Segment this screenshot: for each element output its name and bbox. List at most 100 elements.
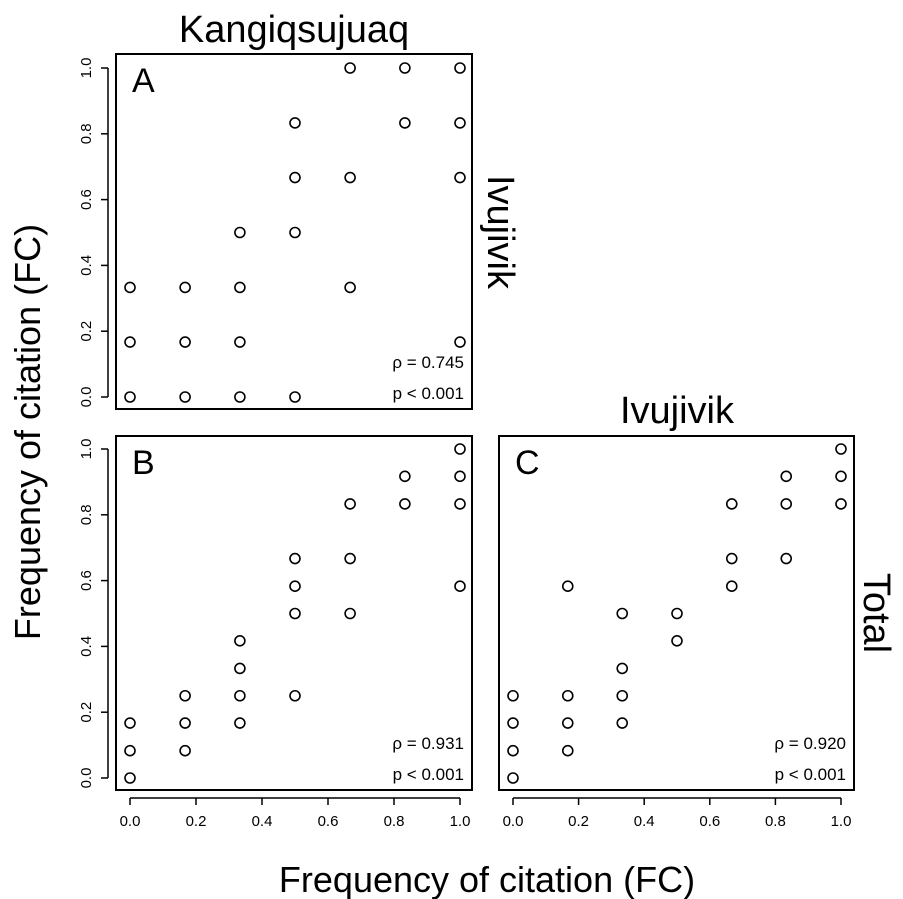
panel-c-side-label: Total [855,573,897,653]
panel-b-p-value: p < 0.001 [393,765,464,784]
panel-c-x-tick-label: 0.2 [568,813,589,830]
panel-a-point [344,62,356,74]
panel-c-x-tick-label: 0.0 [503,813,524,830]
panel-b-point [399,498,411,510]
panel-c-point [561,744,574,757]
panel-c-point [671,635,683,647]
panel-a-point [234,226,246,239]
panel-b-point [344,607,356,620]
panel-a-point [344,281,356,294]
panel-b-y-tick-label: 1.0 [78,439,95,460]
panel-c-point [780,470,793,483]
panel-b-point [454,498,466,510]
panel-a-point [399,117,411,129]
panel-c-point [616,717,629,729]
panel-c-point [725,552,738,565]
panel-c-point [835,498,847,510]
panel-c-point [561,717,574,729]
panel-b-x-tick-label: 1.0 [450,813,471,830]
panel-c-rho: ρ = 0.920 [774,734,846,753]
panel-a-point [344,171,356,184]
panel-b-point [289,552,301,565]
panel-b-point [344,552,356,565]
panel-a-rho: ρ = 0.745 [392,353,464,372]
panel-c-point [671,607,683,620]
panel-c-point [507,717,519,729]
panel-b-point [399,470,411,483]
panel-c-p-value: p < 0.001 [775,765,846,784]
panel-b-y-tick-label: 0.8 [78,504,95,525]
panel-b-point [289,580,301,592]
panel-c-frame [498,435,855,791]
panel-c-point [561,689,574,702]
panel-a-point [399,62,411,74]
panel-a-y-tick-label: 0.0 [78,387,95,408]
panel-c-point [835,470,847,483]
panel-a-side-label: Ivujivik [479,175,521,290]
panel-c-x-tick-label: 0.6 [699,813,720,830]
panel-a-letter: A [132,62,155,100]
panel-b-frame [115,435,473,791]
panel-a-y-tick-label: 0.6 [78,189,95,210]
panel-a-point [454,336,466,348]
panel-b-x-tick-label: 0.2 [186,813,207,830]
panel-c-letter: C [515,444,540,482]
panel-a-point [234,336,246,348]
panel-b-y-tick-label: 0.2 [78,702,95,723]
panel-a-point [454,117,466,129]
panel-a-point [289,226,301,239]
panel-c-title: Ivujivik [620,390,735,432]
panel-b-point [234,689,246,702]
panel-a-point [289,391,301,403]
panel-c-point [616,689,629,702]
panel-c-x-tick-label: 1.0 [831,813,852,830]
panel-b-point [289,607,301,620]
panel-c: 0.0 0.2 0.4 0.6 0.8 1.0 Cρ = 0.920 p < 0.001 Ivu… [498,390,897,830]
panel-a-point [454,62,466,74]
panel-b-point [344,498,356,510]
panel-c-point [835,443,847,455]
figure-y-axis-title: Frequency of citation (FC) [7,224,48,640]
panel-b-point [289,689,301,702]
panel-c-point [616,607,629,620]
panel-b-point [179,744,191,757]
panel-a-y-tick-label: 0.2 [78,321,95,342]
panel-a-point [124,281,136,294]
panel-b-x-tick-label: 0.6 [318,813,339,830]
panel-c-point [561,580,574,592]
panel-a-point [454,171,466,184]
panel-c-point [616,662,629,675]
panel-c-point [780,498,793,510]
figure-x-axis-title: Frequency of citation (FC) [279,859,695,899]
panel-b-y-tick-label: 0.6 [78,570,95,591]
panel-a-point [179,391,191,403]
panel-a-y-tick-label: 0.8 [78,123,95,144]
panel-a-point [124,391,136,403]
panel-b-x-tick-label: 0.0 [120,813,141,830]
panel-a-title: Kangiqsujuaq [179,9,409,51]
panel-c-x-tick-label: 0.8 [765,813,786,830]
panel-b-point [454,580,466,592]
panel-a-y-tick-label: 0.4 [78,255,95,276]
panel-c-point [780,552,793,565]
panel-a-y-tick-label: 1.0 [78,58,95,79]
panel-c-point [725,580,738,592]
panel-b-y-tick-label: 0.0 [78,768,95,789]
panel-a-point [234,281,246,294]
panel-b-point [234,662,246,675]
panel-b-letter: B [132,444,155,482]
panel-c-point [507,744,519,757]
panel-b-point [124,717,136,729]
panel-a-point [124,336,136,348]
panel-b-point [234,717,246,729]
panel-b: 0.0 0.2 0.4 0.6 0.8 1.0 0.0 0.2 0.4 0.6 0.8 1.0 Bρ =… [78,435,473,830]
panel-b-point [179,689,191,702]
panel-b-point [124,744,136,757]
panel-c-point [725,498,738,510]
panel-b-x-tick-label: 0.8 [384,813,405,830]
panel-c-point [507,772,519,784]
panel-a-point [289,117,301,129]
panel-a-p-value: p < 0.001 [393,384,464,403]
panel-b-point [454,443,466,455]
